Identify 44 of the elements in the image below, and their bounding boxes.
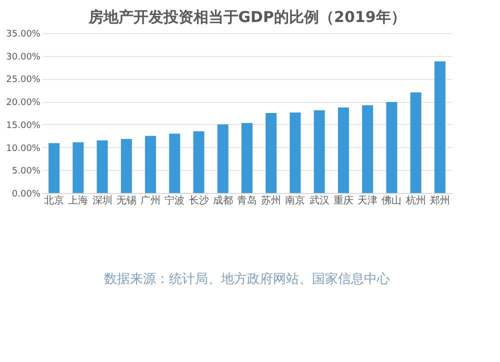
x-tick-label: 青岛	[237, 194, 257, 206]
y-tick-label: 0.00%	[12, 190, 41, 200]
bar	[290, 112, 301, 193]
source-note: 数据来源：统计局、地方政府网站、国家信息中心	[104, 271, 390, 287]
x-tick-label: 郑州	[430, 194, 450, 206]
bar	[410, 92, 422, 193]
x-tick-label: 武汉	[309, 194, 330, 206]
x-tick-label: 佛山	[382, 194, 402, 206]
x-tick-label: 无锡	[116, 196, 136, 206]
x-tick-label: 长沙	[188, 194, 209, 206]
bar	[96, 140, 108, 193]
bar	[145, 136, 156, 193]
chart-title: 房地产开发投资相当于GDP的比例（2019年）	[87, 8, 406, 26]
bar	[169, 134, 180, 193]
bar	[434, 61, 446, 193]
y-tick-label: 15.00%	[6, 120, 41, 131]
y-tick-label: 5.00%	[12, 166, 41, 177]
bar	[217, 124, 228, 193]
bar	[338, 108, 349, 193]
y-tick-label: 35.00%	[6, 30, 41, 40]
x-tick-label: 天津	[358, 194, 378, 206]
bar	[193, 131, 204, 193]
x-tick-label: 杭州	[404, 194, 426, 206]
x-tick-label: 重庆	[333, 194, 354, 206]
bar	[72, 142, 84, 193]
x-tick-label: 宁波	[164, 194, 185, 206]
x-tick-label: 苏州	[261, 194, 282, 206]
bar	[314, 110, 325, 193]
x-tick-label: 上海	[68, 194, 88, 206]
bar	[386, 102, 398, 193]
bar	[48, 143, 60, 193]
x-tick-label: 成都	[212, 194, 233, 206]
y-tick-label: 25.00%	[6, 75, 41, 86]
y-tick-label: 10.00%	[6, 144, 41, 154]
x-tick-label: 北京	[44, 194, 64, 206]
bar	[242, 123, 252, 193]
bar	[362, 105, 374, 193]
x-tick-label: 广州	[140, 194, 161, 206]
y-tick-label: 30.00%	[6, 52, 41, 62]
x-tick-label: 深圳	[92, 194, 112, 206]
bar	[120, 139, 132, 193]
x-tick-label: 南京	[285, 194, 306, 206]
y-tick-label: 20.00%	[6, 98, 41, 108]
bar	[266, 113, 277, 193]
